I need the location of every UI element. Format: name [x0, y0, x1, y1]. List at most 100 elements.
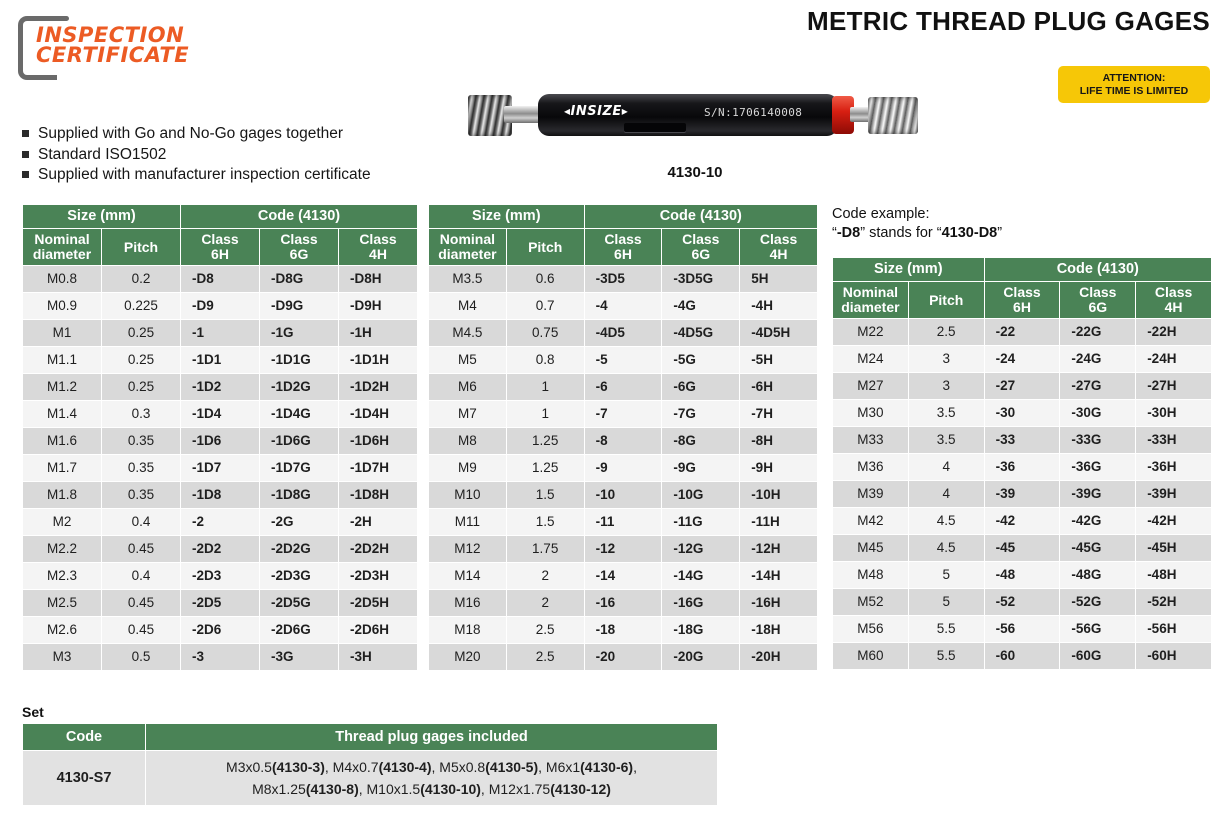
- cell-code: -27G: [1059, 372, 1137, 400]
- cell-code: -42G: [1059, 507, 1137, 535]
- header-code-group: Code (4130): [983, 257, 1213, 282]
- cell-nominal-diameter: M0.8: [22, 265, 102, 293]
- table-row: M27 3 -27 -27G -27H: [832, 372, 1212, 400]
- cell-code: -42H: [1135, 507, 1212, 535]
- set-section-label: Set: [22, 704, 44, 720]
- table-group-header-row: Size (mm) Code (4130): [428, 204, 819, 229]
- attention-line-2: LIFE TIME IS LIMITED: [1079, 84, 1189, 97]
- cell-nominal-diameter: M2.6: [22, 616, 102, 644]
- cell-nominal-diameter: M10: [428, 481, 507, 509]
- set-item: M5x0.8(4130-5): [439, 759, 539, 775]
- inspection-certificate-logo: INSPECTION CERTIFICATE: [14, 12, 214, 80]
- cell-code: -45G: [1059, 534, 1137, 562]
- bullet-square-icon: [22, 150, 29, 158]
- cell-code: -4D5: [583, 319, 663, 347]
- cell-code: -14G: [661, 562, 741, 590]
- table-row: M11 1.5 -11 -11G -11H: [428, 508, 818, 536]
- table-row: M52 5 -52 -52G -52H: [832, 588, 1212, 616]
- header-class-6h: Class 6H: [180, 228, 260, 266]
- cell-code: -12G: [661, 535, 741, 563]
- cell-pitch: 3.5: [907, 399, 985, 427]
- cell-nominal-diameter: M4: [428, 292, 507, 320]
- cell-code: -1D8: [180, 481, 260, 509]
- cell-code: -60: [983, 642, 1061, 670]
- cell-pitch: 4: [907, 480, 985, 508]
- set-item-code: (4130-10): [420, 781, 481, 797]
- cell-nominal-diameter: M4.5: [428, 319, 507, 347]
- bullet-square-icon: [22, 171, 29, 178]
- header-nominal-diameter: Nominal diameter: [832, 281, 909, 319]
- cell-code: -1D2H: [338, 373, 418, 401]
- cell-code: -D8: [180, 265, 260, 293]
- table-row: M12 1.75 -12 -12G -12H: [428, 535, 818, 563]
- cell-pitch: 2.5: [907, 318, 985, 346]
- table-row: M16 2 -16 -16G -16H: [428, 589, 818, 617]
- bracket-icon: [18, 16, 69, 80]
- cell-nominal-diameter: M1.1: [22, 346, 102, 374]
- cell-code: -1D2: [180, 373, 260, 401]
- table-row: M3 0.5 -3 -3G -3H: [22, 643, 418, 671]
- table-row: M42 4.5 -42 -42G -42H: [832, 507, 1212, 535]
- cell-nominal-diameter: M2.5: [22, 589, 102, 617]
- set-items-line-1: M3x0.5(4130-3), M4x0.7(4130-4), M5x0.8(4…: [226, 759, 637, 775]
- brand-text: INSIZE: [570, 104, 622, 119]
- cell-code: -2D5: [180, 589, 260, 617]
- shank-left: [504, 106, 544, 123]
- cell-nominal-diameter: M27: [832, 372, 909, 400]
- cell-code: -2D5G: [259, 589, 339, 617]
- header-pitch: Pitch: [505, 228, 585, 266]
- cell-nominal-diameter: M1.2: [22, 373, 102, 401]
- cell-code: -27H: [1135, 372, 1212, 400]
- size-code-table-1: Size (mm) Code (4130) Nominal diameter Pitch…: [22, 204, 418, 671]
- cell-pitch: 3: [907, 345, 985, 373]
- set-items-line-2: M8x1.25(4130-8), M10x1.5(4130-10), M12x1…: [252, 781, 611, 797]
- header-class-6g: Class 6G: [1059, 281, 1137, 319]
- cell-code: -D9: [180, 292, 260, 320]
- cell-code: -1D7H: [338, 454, 418, 482]
- cell-code: -22G: [1059, 318, 1137, 346]
- cell-code: -48H: [1135, 561, 1212, 589]
- cell-nominal-diameter: M12: [428, 535, 507, 563]
- table-row: M10 1.5 -10 -10G -10H: [428, 481, 818, 509]
- cell-nominal-diameter: M1.4: [22, 400, 102, 428]
- cell-code: -20: [583, 643, 663, 671]
- cell-pitch: 0.35: [101, 454, 181, 482]
- cell-pitch: 0.7: [505, 292, 585, 320]
- cell-code: -10: [583, 481, 663, 509]
- cell-code: -1D7G: [259, 454, 339, 482]
- set-item-code: (4130-4): [378, 759, 432, 775]
- cell-nominal-diameter: M1.8: [22, 481, 102, 509]
- table-row: M2.3 0.4 -2D3 -2D3G -2D3H: [22, 562, 418, 590]
- header-code-group: Code (4130): [583, 204, 819, 229]
- cell-pitch: 1: [505, 400, 585, 428]
- gage-handle-body: ◂INSIZE▸ S/N:1706140008: [538, 94, 838, 136]
- cell-code: -1D8H: [338, 481, 418, 509]
- cell-code: -1G: [259, 319, 339, 347]
- cell-code: -2D5H: [338, 589, 418, 617]
- table-row: M4.5 0.75 -4D5 -4D5G -4D5H: [428, 319, 818, 347]
- cell-pitch: 0.45: [101, 535, 181, 563]
- feature-list: Supplied with Go and No-Go gages togethe…: [22, 124, 371, 186]
- header-class-6h: Class 6H: [583, 228, 663, 266]
- header-size-group: Size (mm): [832, 257, 985, 282]
- cell-nominal-diameter: M20: [428, 643, 507, 671]
- cell-pitch: 0.225: [101, 292, 181, 320]
- cell-code: -18G: [661, 616, 741, 644]
- table-row: M20 2.5 -20 -20G -20H: [428, 643, 818, 671]
- cell-code: -5G: [661, 346, 741, 374]
- cell-code: -D8G: [259, 265, 339, 293]
- cell-nominal-diameter: M8: [428, 427, 507, 455]
- table-row: M5 0.8 -5 -5G -5H: [428, 346, 818, 374]
- cell-code: -11H: [739, 508, 818, 536]
- cell-code: -10H: [739, 481, 818, 509]
- logo-text: INSPECTION CERTIFICATE: [36, 25, 189, 65]
- cell-code: -2: [180, 508, 260, 536]
- cell-code: -2D3G: [259, 562, 339, 590]
- cell-code: -56: [983, 615, 1061, 643]
- cell-nominal-diameter: M48: [832, 561, 909, 589]
- cell-code: -2D6H: [338, 616, 418, 644]
- cell-code: -6G: [661, 373, 741, 401]
- cell-code: -6H: [739, 373, 818, 401]
- cell-pitch: 0.6: [505, 265, 585, 293]
- table-row: M3.5 0.6 -3D5 -3D5G 5H: [428, 265, 818, 293]
